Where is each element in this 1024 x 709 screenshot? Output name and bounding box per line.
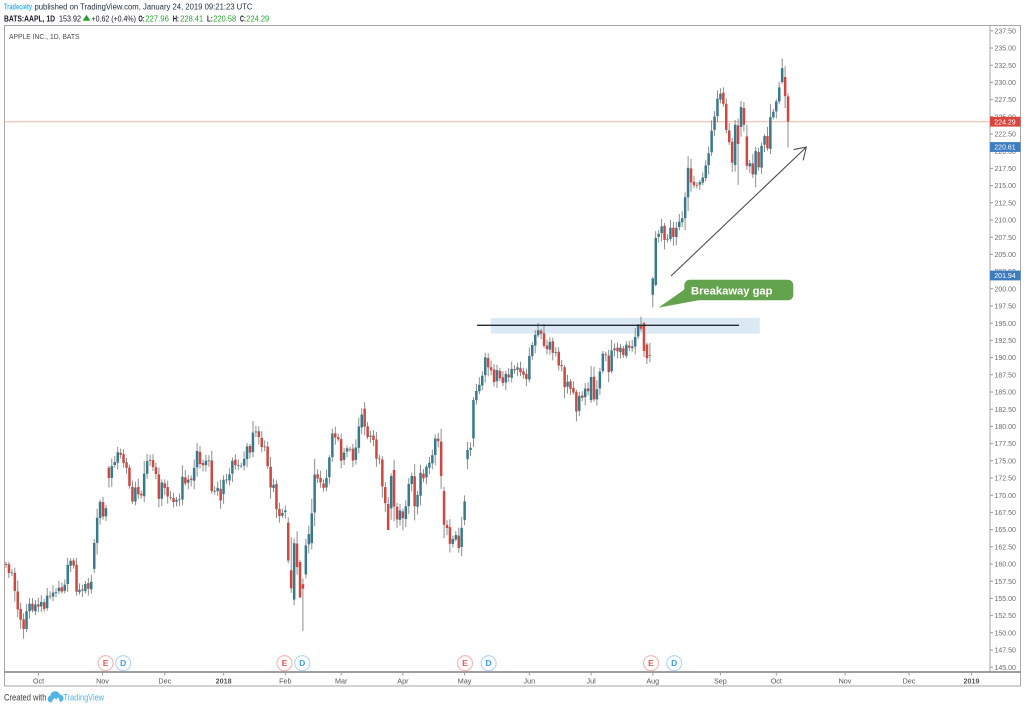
svg-text:197.50: 197.50 [995,304,1017,311]
svg-text:Oct: Oct [33,676,44,685]
svg-text:227.50: 227.50 [995,97,1017,104]
svg-text:185.00: 185.00 [995,390,1017,397]
svg-text:220.61: 220.61 [994,145,1016,152]
svg-text:Oct: Oct [771,676,782,685]
svg-text:224.29: 224.29 [246,15,269,24]
svg-text:Mar: Mar [335,676,348,685]
svg-text:232.50: 232.50 [995,63,1017,70]
svg-text:145.00: 145.00 [995,665,1017,672]
svg-text:Created with: Created with [4,693,47,703]
svg-text:E: E [103,658,109,668]
svg-text:215.00: 215.00 [995,183,1017,190]
svg-text:+0.62 (+0.4%): +0.62 (+0.4%) [92,15,137,24]
svg-text:195.00: 195.00 [995,321,1017,328]
svg-text:Jul: Jul [586,676,596,685]
svg-text:L:: L: [207,15,213,24]
svg-text:210.00: 210.00 [995,218,1017,225]
svg-text:237.50: 237.50 [995,28,1017,35]
svg-text:D: D [671,658,677,668]
svg-text:175.00: 175.00 [995,458,1017,465]
svg-text:157.50: 157.50 [995,579,1017,586]
svg-text:published on TradingView.com,: published on TradingView.com, January 24… [35,3,253,12]
svg-text:C:: C: [240,15,246,24]
svg-text:O:: O: [138,15,144,24]
svg-text:E: E [648,658,654,668]
svg-text:162.50: 162.50 [995,544,1017,551]
svg-text:Dec: Dec [158,676,171,685]
svg-text:D: D [120,658,126,668]
svg-text:Jun: Jun [524,676,536,685]
svg-text:E: E [282,658,288,668]
svg-text:Sep: Sep [714,676,727,685]
svg-text:D: D [486,658,492,668]
svg-text:153.92: 153.92 [59,15,81,24]
svg-text:Aug: Aug [646,676,659,685]
svg-text:177.50: 177.50 [995,441,1017,448]
svg-text:2018: 2018 [216,676,232,685]
svg-text:192.50: 192.50 [995,338,1017,345]
svg-text:201.94: 201.94 [994,273,1016,280]
svg-text:230.00: 230.00 [995,80,1017,87]
svg-text:152.50: 152.50 [995,613,1017,620]
svg-text:Breakaway gap: Breakaway gap [691,285,773,297]
svg-text:Feb: Feb [279,676,291,685]
svg-text:190.00: 190.00 [995,355,1017,362]
svg-text:182.50: 182.50 [995,407,1017,414]
svg-text:224.29: 224.29 [994,119,1016,126]
svg-text:155.00: 155.00 [995,596,1017,603]
svg-text:228.41: 228.41 [180,15,203,24]
svg-text:220.00: 220.00 [995,149,1017,156]
svg-text:May: May [458,676,472,685]
svg-text:217.50: 217.50 [995,166,1017,173]
svg-text:TradingView: TradingView [64,693,105,703]
svg-text:APPLE INC., 1D, BATS: APPLE INC., 1D, BATS [9,32,80,41]
svg-text:212.50: 212.50 [995,200,1017,207]
svg-text:147.50: 147.50 [995,648,1017,655]
svg-text:227.96: 227.96 [145,15,169,24]
svg-text:200.00: 200.00 [995,286,1017,293]
svg-text:Dec: Dec [903,676,916,685]
svg-text:H:: H: [173,15,179,24]
svg-text:BATS:AAPL, 1D: BATS:AAPL, 1D [4,15,55,24]
svg-text:170.00: 170.00 [995,493,1017,500]
svg-text:167.50: 167.50 [995,510,1017,517]
svg-text:207.50: 207.50 [995,235,1017,242]
svg-text:160.00: 160.00 [995,562,1017,569]
svg-text:172.50: 172.50 [995,476,1017,483]
svg-text:180.00: 180.00 [995,424,1017,431]
svg-text:2019: 2019 [964,676,980,685]
svg-text:187.50: 187.50 [995,372,1017,379]
svg-text:150.00: 150.00 [995,630,1017,637]
svg-text:222.50: 222.50 [995,132,1017,139]
svg-text:235.00: 235.00 [995,46,1017,53]
svg-text:Nov: Nov [839,676,852,685]
svg-text:205.00: 205.00 [995,252,1017,259]
svg-text:220.58: 220.58 [213,15,236,24]
svg-text:Apr: Apr [397,676,409,685]
svg-text:165.00: 165.00 [995,527,1017,534]
svg-text:D: D [299,658,305,668]
svg-text:E: E [462,658,468,668]
svg-text:Nov: Nov [96,676,109,685]
svg-text:Tradeciety: Tradeciety [4,3,32,12]
